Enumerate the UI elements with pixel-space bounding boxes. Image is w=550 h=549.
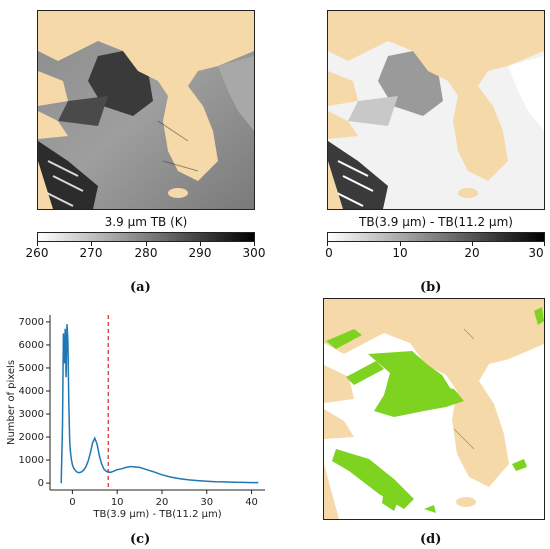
land-area: [38, 11, 254, 181]
mask-map-image: [324, 299, 544, 519]
colorbar-b-tick: 20: [464, 246, 480, 260]
brightness-temperature-map: [37, 10, 255, 210]
land-area: [328, 11, 544, 181]
y-tick-label: 7000: [19, 317, 44, 328]
colorbar-b-label: TB(3.9 μm) - TB(11.2 μm): [359, 215, 513, 229]
colorbar-a-tick: 260: [25, 246, 49, 260]
caption-a: (a): [130, 280, 151, 295]
colorbar-a-tick: 280: [134, 246, 158, 260]
tb-map-image: [38, 11, 254, 209]
fog-detection-areas: [326, 307, 544, 513]
y-tick-label: 2000: [19, 432, 44, 443]
detection-mask-map: [323, 298, 545, 520]
y-tick-label: 1000: [19, 455, 44, 466]
y-tick-label: 0: [38, 478, 44, 489]
colorbar-b-tick: 0: [325, 246, 333, 260]
colorbar-a-tick: 290: [188, 246, 212, 260]
y-tick-label: 5000: [19, 363, 44, 374]
colorbar-a-tick: 300: [242, 246, 266, 260]
brightness-temperature-difference-map: [327, 10, 545, 210]
y-tick-label: 3000: [19, 409, 44, 420]
x-tick-label: 10: [111, 497, 124, 508]
colorbar-a-tick: 270: [79, 246, 103, 260]
colorbar-b-tick: 30: [528, 246, 544, 260]
btd-map-image: [328, 11, 544, 209]
x-tick-label: 30: [200, 497, 213, 508]
colorbar-a-label: 3.9 μm TB (K): [104, 215, 188, 229]
x-tick-label: 40: [245, 497, 258, 508]
x-tick-label: 20: [156, 497, 169, 508]
histogram-series-line: [60, 324, 259, 484]
caption-c: (c): [130, 532, 151, 547]
colorbar-b: [327, 232, 545, 242]
colorbar-b-tick: 10: [392, 246, 408, 260]
land-area: [324, 299, 544, 487]
colorbar-a: [37, 232, 255, 242]
x-axis-label: TB(3.9 μm) - TB(11.2 μm): [92, 509, 221, 520]
caption-b: (b): [420, 280, 442, 295]
y-tick-label: 6000: [19, 340, 44, 351]
y-tick-label: 4000: [19, 386, 44, 397]
y-axis-label: Number of pixels: [6, 360, 17, 445]
x-tick-label: 0: [69, 497, 75, 508]
caption-d: (d): [420, 532, 442, 547]
histogram-chart: 0 1000 2000 3000 4000 5000 6000 7000 0 10 20 30 40 TB…: [6, 315, 265, 520]
